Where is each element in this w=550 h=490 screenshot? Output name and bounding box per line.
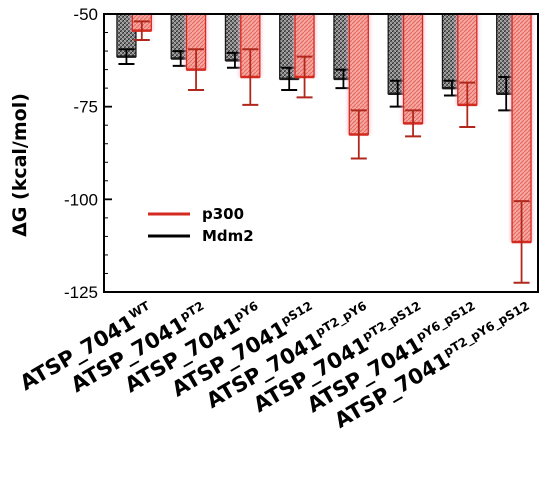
x-category-label-sup: WT	[127, 298, 153, 321]
y-tick-label: -125	[64, 283, 98, 302]
y-tick-label: -75	[73, 98, 98, 117]
p300-bar	[402, 13, 424, 124]
plot-frame	[103, 13, 539, 293]
x-axis-category-labels: ATSP_7041WTATSP_7041pT2ATSP_7041pY6ATSP_…	[16, 298, 533, 433]
legend: p300 Mdm2	[148, 205, 254, 245]
plot-area	[103, 13, 539, 293]
legend-label-p300: p300	[202, 205, 244, 223]
x-category-label-sup: pS12	[278, 299, 314, 328]
x-category-label-sup: pT2	[178, 299, 207, 324]
y-tick-label: -100	[64, 190, 98, 209]
y-tick-label: -50	[73, 5, 98, 24]
legend-label-mdm2: Mdm2	[202, 227, 254, 245]
x-category-label-sup: pY6	[231, 299, 260, 324]
y-axis-label: ΔG (kcal/mol)	[9, 93, 31, 237]
y-axis-ticks: -50 -75 -100 -125	[64, 5, 112, 302]
